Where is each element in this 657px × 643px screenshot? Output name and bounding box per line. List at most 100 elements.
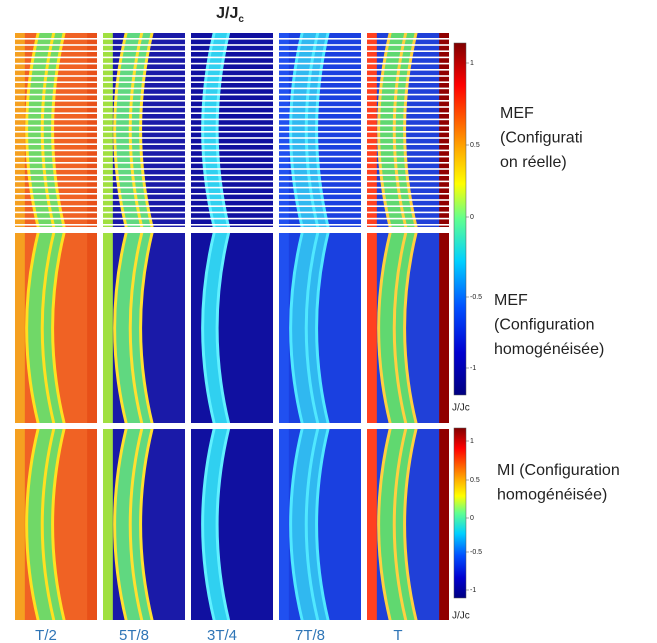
stripe <box>191 118 273 121</box>
stripe <box>15 224 97 226</box>
stripe <box>15 205 97 207</box>
stripe <box>279 38 361 40</box>
stripe <box>191 100 273 102</box>
stripe <box>15 162 97 164</box>
stripe <box>15 38 97 40</box>
stripe <box>191 38 273 40</box>
stripe <box>279 186 361 189</box>
row-label: (Configurati <box>500 130 583 147</box>
stripe <box>103 118 185 121</box>
stripe <box>103 131 185 133</box>
stripe <box>15 44 97 46</box>
stripe <box>103 106 185 108</box>
colorbar-tick-label: 0.5 <box>470 142 480 149</box>
heatmap-panel <box>103 429 185 620</box>
colorbar-unit: J/Jc <box>452 611 470 622</box>
colorbar-tick-label: -0.5 <box>470 549 482 556</box>
panel-left <box>367 429 377 620</box>
stripe <box>279 81 361 83</box>
stripe <box>103 193 185 195</box>
stripe <box>279 149 361 152</box>
stripe <box>103 168 185 170</box>
panel-right <box>87 429 97 620</box>
stripe <box>367 75 449 77</box>
crescent-band <box>204 429 228 620</box>
stripe <box>103 75 185 77</box>
stripe <box>15 81 97 83</box>
panel-right <box>87 233 97 423</box>
panel-left <box>191 33 201 227</box>
stripe <box>15 211 97 214</box>
panel-right <box>439 429 449 620</box>
panel-left <box>279 233 289 423</box>
panel-right <box>439 233 449 423</box>
stripe <box>191 193 273 195</box>
stripe <box>367 217 449 220</box>
colorbar-tick-label: -1 <box>470 365 476 372</box>
heatmap-panel <box>103 233 185 423</box>
stripe <box>103 155 185 158</box>
colorbar-tick-label: 0 <box>470 515 474 522</box>
panel-left <box>367 233 377 423</box>
crescent-inner-edge <box>40 429 56 620</box>
row-label: MEF <box>494 292 528 309</box>
stripe <box>191 174 273 176</box>
stripe <box>367 205 449 207</box>
panel-left <box>15 429 25 620</box>
stripe <box>367 44 449 46</box>
column-label: T/2 <box>35 627 57 643</box>
panel-left <box>279 33 289 227</box>
stripe <box>279 62 361 65</box>
stripe <box>103 180 185 183</box>
stripe <box>367 81 449 83</box>
stripe <box>191 62 273 65</box>
stripe <box>103 137 185 139</box>
colorbar-tick-label: -1 <box>470 587 476 594</box>
stripe <box>103 143 185 145</box>
stripe <box>191 143 273 145</box>
stripe <box>15 62 97 65</box>
panel-left <box>191 233 201 423</box>
stripe <box>15 174 97 176</box>
crescent-band <box>204 233 228 423</box>
stripe <box>103 124 185 127</box>
row-label: homogénéisée) <box>497 487 607 504</box>
stripe <box>15 180 97 183</box>
stripe <box>103 38 185 40</box>
stripe <box>367 38 449 40</box>
stripe <box>279 131 361 133</box>
colorbar-unit: J/Jc <box>452 403 470 414</box>
stripe <box>103 81 185 83</box>
crescent-inner-edge <box>392 233 408 423</box>
stripe <box>15 75 97 77</box>
stripe <box>191 87 273 90</box>
colorbar <box>453 42 467 396</box>
stripe <box>367 131 449 133</box>
stripe <box>15 56 97 59</box>
stripe <box>15 106 97 108</box>
stripe <box>15 149 97 152</box>
stripe <box>15 69 97 71</box>
stripe <box>367 193 449 195</box>
stripe <box>367 155 449 158</box>
stripe <box>367 162 449 164</box>
stripe <box>15 93 97 96</box>
heatmap-panel <box>367 233 449 423</box>
stripe <box>191 199 273 201</box>
stripe <box>279 44 361 46</box>
stripe <box>367 149 449 152</box>
stripe <box>15 131 97 133</box>
stripe <box>15 143 97 145</box>
stripe <box>191 224 273 226</box>
stripe <box>103 112 185 114</box>
crescent-inner-edge <box>392 429 408 620</box>
stripe <box>279 56 361 59</box>
stripe <box>103 205 185 207</box>
row-label: homogénéisée) <box>494 341 604 358</box>
column-label: T <box>393 627 402 643</box>
stripe <box>279 118 361 121</box>
panel-left <box>279 429 289 620</box>
stripe <box>191 155 273 158</box>
heatmap-panel <box>279 233 361 423</box>
stripe <box>191 186 273 189</box>
